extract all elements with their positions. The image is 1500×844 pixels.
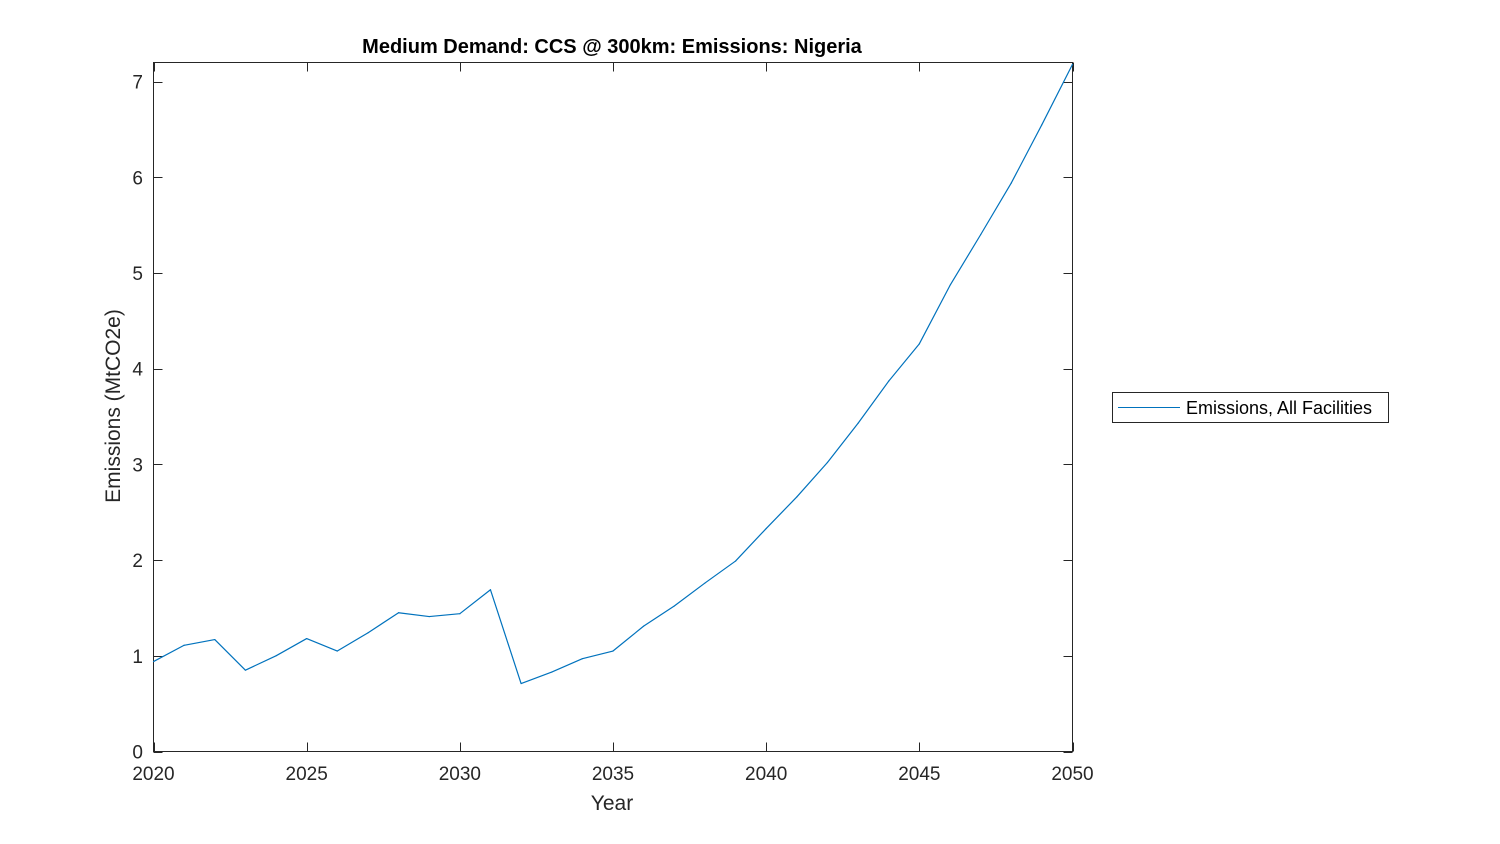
y-tick-label: 6 (132, 168, 143, 189)
chart-title: Medium Demand: CCS @ 300km: Emissions: N… (362, 36, 863, 58)
x-tick-label: 2050 (1051, 764, 1093, 785)
data-point (704, 582, 706, 584)
plot-area-box (153, 62, 1073, 752)
data-point (734, 560, 737, 562)
x-axis-ticks: 2020 2025 2030 2035 2040 2045 2050 (132, 62, 1094, 785)
data-point (1041, 124, 1043, 126)
y-tick-label: 7 (132, 73, 143, 94)
data-point (306, 637, 308, 640)
data-point (581, 658, 583, 660)
y-tick-label: 1 (132, 647, 143, 668)
y-tick-label: 3 (132, 455, 143, 476)
data-point (888, 380, 890, 382)
x-tick-label: 2030 (439, 764, 481, 785)
data-point (980, 234, 982, 236)
y-tick-label: 5 (132, 264, 143, 285)
x-tick-label: 2020 (132, 764, 174, 785)
y-axis-label: Emissions (MtCO2e) (102, 309, 125, 503)
data-point (183, 644, 185, 646)
data-point (367, 632, 369, 634)
data-point (1010, 182, 1012, 184)
data-point (673, 605, 675, 607)
data-point (612, 650, 614, 652)
data-point (1071, 63, 1074, 66)
legend[interactable]: Emissions, All Facilities (1112, 392, 1389, 423)
data-point (214, 638, 216, 641)
series-line-0 (153, 64, 1074, 685)
y-tick-label: 0 (132, 743, 143, 764)
y-tick-label: 4 (132, 360, 143, 381)
data-point (152, 660, 155, 663)
data-point (489, 589, 492, 591)
data-point (918, 343, 920, 345)
x-tick-label: 2040 (745, 764, 787, 785)
data-point (796, 496, 798, 498)
data-point (275, 655, 277, 657)
data-point (336, 650, 338, 652)
y-tick-label: 2 (132, 551, 143, 572)
data-point (244, 669, 246, 671)
data-point (520, 682, 522, 685)
x-tick-label: 2045 (898, 764, 940, 785)
series-layer (152, 63, 1074, 685)
y-axis-ticks: 0 1 2 3 4 5 6 7 (132, 73, 1073, 764)
data-point (551, 671, 553, 673)
data-point (428, 615, 430, 618)
legend-label: Emissions, All Facilities (1186, 398, 1372, 418)
x-tick-label: 2035 (592, 764, 634, 785)
x-axis-label: Year (591, 792, 633, 815)
data-point (949, 284, 951, 287)
data-point (765, 527, 767, 530)
data-point (643, 625, 645, 627)
data-point (826, 461, 829, 464)
x-tick-label: 2025 (286, 764, 328, 785)
data-point (459, 613, 461, 615)
data-point (857, 422, 859, 424)
data-point (397, 612, 400, 614)
